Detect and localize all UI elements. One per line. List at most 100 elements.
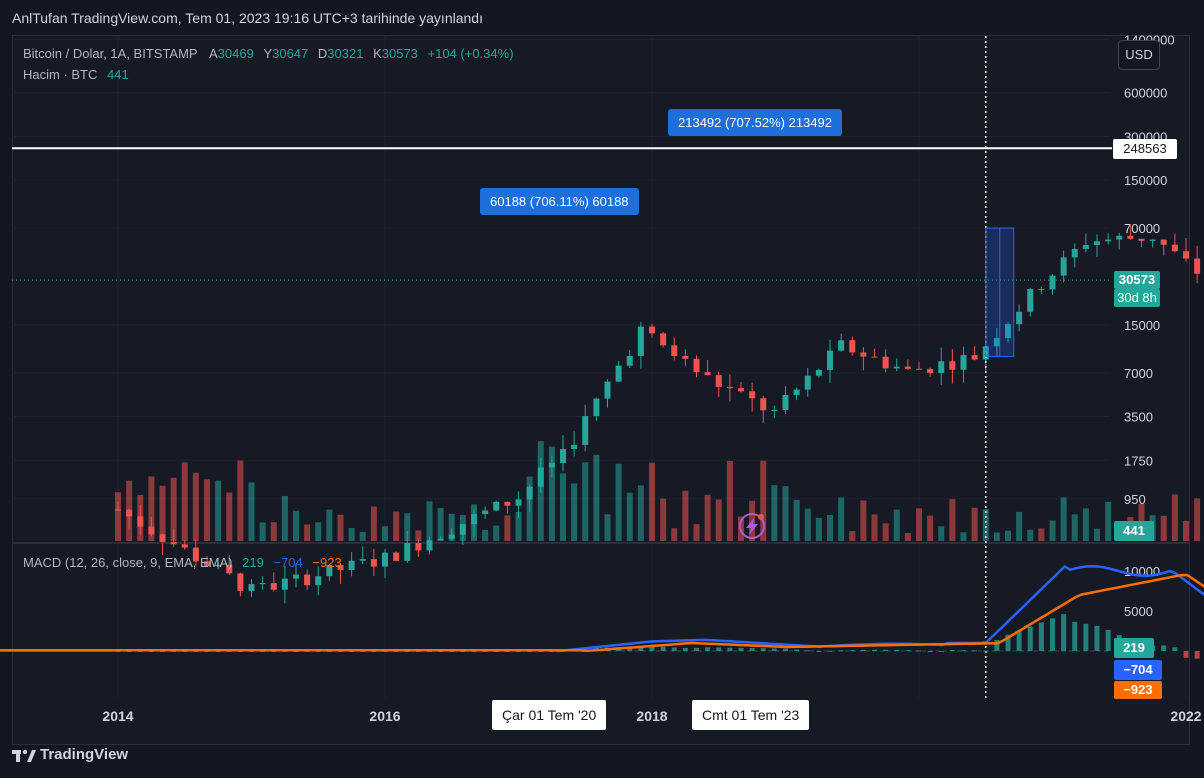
volume-bar: [526, 476, 533, 541]
candle-body: [493, 501, 500, 511]
close-value: 30573: [381, 46, 418, 61]
price-tick-label: 950: [1124, 492, 1146, 507]
candle-body: [593, 398, 600, 417]
macd-hist-bar: [460, 651, 466, 652]
chart-panel[interactable]: [12, 35, 1190, 745]
macd-line: [0, 564, 1204, 653]
candle-body: [804, 375, 811, 390]
candle-body: [649, 326, 655, 334]
measure-callout-2020: 60188 (706.11%) 60188: [480, 188, 639, 215]
candle-body: [315, 576, 322, 586]
macd-hist-bar: [438, 651, 444, 652]
macd-hist-bar: [1172, 647, 1178, 651]
candle-body: [326, 564, 333, 577]
macd-hist-bar: [771, 648, 777, 651]
macd-hist-bar: [838, 650, 844, 652]
volume-bar: [348, 527, 355, 541]
candle-body: [738, 388, 744, 392]
volume-bar: [115, 492, 121, 541]
volume-legend[interactable]: Hacim · BTC 441: [23, 67, 129, 82]
candle-body: [1183, 251, 1189, 259]
candle-body: [515, 499, 522, 506]
volume-bar: [415, 530, 422, 541]
candle-body: [1094, 241, 1100, 245]
macd-hist-bar: [282, 651, 288, 652]
volume-bar: [359, 532, 366, 541]
candle-body: [259, 583, 266, 585]
macd-hist-bar: [304, 651, 310, 652]
candle-body: [1060, 257, 1067, 276]
volume-bar: [148, 476, 155, 541]
candle-body: [904, 366, 911, 369]
candle-body: [771, 409, 778, 411]
macd-legend[interactable]: MACD (12, 26, close, 9, EMA, EMA) 219 −7…: [23, 555, 342, 570]
macd-hist-bar: [204, 651, 210, 652]
countdown-label: 30d 8h: [1114, 289, 1160, 307]
candle-body: [404, 543, 411, 561]
candle-body: [393, 552, 400, 561]
volume-bar: [804, 508, 811, 541]
macd-hist-bar: [137, 651, 143, 652]
macd-hist-bar: [126, 651, 132, 652]
macd-name: MACD (12, 26, close, 9, EMA, EMA): [23, 555, 233, 570]
volume-bar: [916, 508, 922, 541]
volume-bar: [437, 508, 444, 541]
volume-bar: [726, 460, 733, 541]
candle-body: [1105, 239, 1112, 242]
candle-body: [181, 544, 188, 548]
macd-hist-bar: [694, 647, 699, 651]
candle-body: [1049, 275, 1056, 290]
horizontal-line-price-label: 248563: [1113, 139, 1177, 159]
macd-hist-bar: [816, 651, 822, 652]
candle-body: [815, 370, 822, 376]
volume-bar: [582, 462, 589, 541]
macd-hist-bar: [493, 651, 499, 652]
macd-hist-bar: [760, 648, 766, 651]
volume-bar: [1027, 529, 1034, 541]
candle-body: [726, 386, 733, 389]
time-tick-label: 2014: [102, 708, 133, 724]
macd-hist-bar: [961, 650, 966, 652]
volume-bar: [370, 506, 377, 541]
volume-bar: [270, 522, 277, 541]
macd-hist-bar: [682, 647, 688, 651]
candle-body: [893, 366, 900, 369]
volume-bar: [604, 514, 611, 541]
candle-body: [281, 578, 288, 590]
volume-bar: [704, 494, 711, 541]
symbol-legend[interactable]: Bitcoin / Dolar, 1A, BITSTAMP A30469 Y30…: [23, 46, 514, 61]
macd-hist-bar: [1061, 614, 1067, 651]
candle-body: [504, 501, 511, 506]
candle-body: [1082, 244, 1089, 249]
volume-bar: [793, 499, 800, 541]
volume-bar: [382, 526, 388, 541]
currency-button[interactable]: USD: [1118, 40, 1160, 70]
candle-body: [248, 584, 255, 591]
macd-hist-bar: [905, 650, 911, 652]
volume-bar: [1105, 501, 1112, 541]
high-label: Y: [263, 46, 273, 61]
macd-signal-label: −923: [1114, 681, 1162, 699]
candle-body: [871, 356, 878, 358]
volume-bar: [682, 490, 689, 541]
volume-bar: [315, 522, 322, 541]
macd-hist-bar: [549, 651, 555, 652]
macd-hist-bar: [393, 651, 399, 652]
candle-body: [1005, 324, 1011, 339]
macd-hist-bar: [983, 650, 989, 652]
volume-bar: [1005, 530, 1011, 541]
macd-hist-bar: [360, 651, 366, 652]
volume-bar: [515, 511, 522, 541]
macd-tick-label: 5000: [1124, 604, 1153, 619]
time-tick-label: 2016: [369, 708, 400, 724]
volume-bar: [1060, 497, 1067, 541]
volume-bar: [993, 532, 1000, 541]
candle-body: [170, 542, 177, 545]
tradingview-brand[interactable]: TradingView: [12, 746, 128, 763]
volume-bar: [827, 515, 833, 541]
macd-hist-bar: [638, 646, 644, 651]
macd-hist-bar: [849, 650, 855, 652]
candle-body: [359, 559, 366, 561]
volume-bar: [337, 514, 344, 541]
